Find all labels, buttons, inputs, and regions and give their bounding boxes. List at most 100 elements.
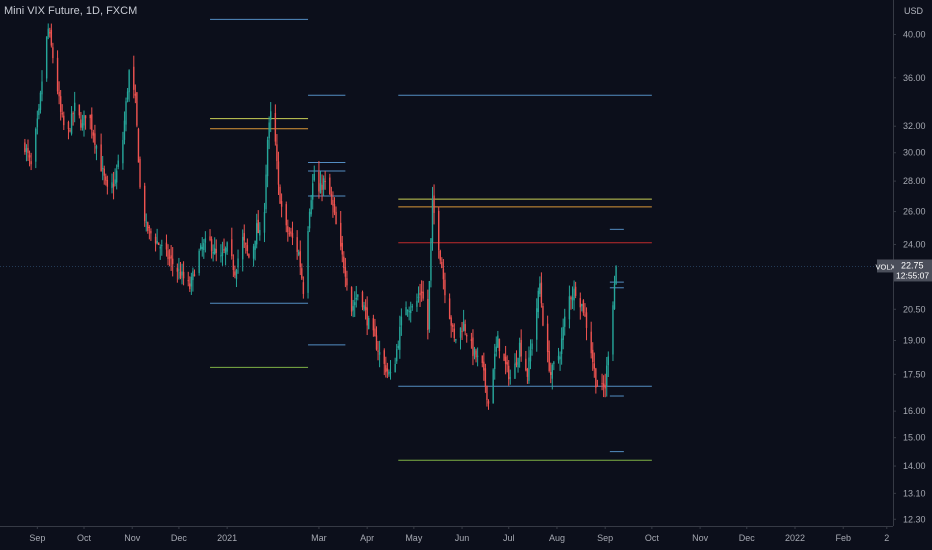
candle-body [484,368,487,387]
candle-body [340,222,342,247]
x-tick-label: Oct [77,533,92,543]
candle-body [372,318,375,331]
candle-body [514,363,516,379]
candle-body [257,219,259,234]
candle [396,343,398,364]
candle [431,186,434,251]
candle [593,352,595,378]
candle-body [145,221,147,223]
candle-body [28,155,31,158]
candle-body [341,242,343,255]
candle-body [243,233,245,241]
candle-body [438,210,440,250]
candle [237,249,239,274]
candle [246,238,249,256]
candle [498,338,501,359]
candle-body [612,305,614,355]
candle [377,341,379,361]
candle-body [148,227,151,229]
candle-body [83,115,85,126]
candle-body [72,113,74,115]
candle [557,347,560,364]
candle [279,184,281,204]
candle [411,303,413,311]
candle [134,84,137,104]
candle [254,240,256,261]
candle [63,111,65,130]
candle-body [470,339,473,341]
candle-body [542,305,544,326]
candle [574,281,577,299]
candle-body [408,310,410,313]
price-tag-value: 22.75 [901,260,924,270]
candle [405,301,407,316]
candle [363,301,365,312]
candle-body [154,236,157,244]
candle-body [560,338,563,355]
candle [433,184,435,225]
candle [268,116,270,150]
candle-body [352,306,354,311]
candle [165,234,168,257]
candle [550,362,552,384]
candle [167,244,169,266]
candle-body [112,183,115,187]
candle-body [30,161,32,165]
candle-body [582,300,585,313]
candle [344,257,347,288]
candle-body [584,314,586,316]
candle [80,111,82,131]
x-tick-label: Dec [171,533,188,543]
candle-body [279,186,281,204]
candle-body [61,112,63,115]
x-tick-label: Sep [597,533,613,543]
candle-body [223,248,225,251]
candle-body [307,231,309,293]
candle-body [215,249,217,254]
candle-body [235,270,238,280]
candle-body [156,240,158,244]
candle-body [529,350,532,362]
candle-body [115,170,118,183]
candle-body [441,261,443,269]
candle-body [596,385,599,387]
candle-body [312,183,314,200]
candle [112,171,115,200]
candle [277,151,280,195]
candle [341,235,343,263]
candle-body [386,368,389,372]
candle-body [95,145,98,149]
candle [509,369,511,385]
candle-body [453,328,455,339]
candle [285,201,287,233]
candle-body [92,132,95,136]
candle-body [495,346,497,352]
candle [319,171,322,194]
candle [357,294,359,301]
candle [117,154,119,170]
candle [213,237,216,255]
candle [515,350,518,368]
candle [568,285,571,329]
candle-body [136,92,138,126]
candle [30,152,32,171]
x-tick-label: Apr [360,533,374,543]
candle-body [439,250,441,261]
candle-body [506,362,508,365]
candle [559,351,561,371]
candle [245,242,247,254]
candle-body [410,310,412,314]
candle [343,251,345,274]
candle [560,327,563,365]
y-tick-label: 24.00 [903,239,926,249]
candle-body [35,128,37,162]
candle [601,373,603,391]
candle [428,280,431,333]
candle [462,309,465,332]
candle-body [450,317,452,326]
y-tick-label: 20.50 [903,304,926,314]
candle [461,322,463,340]
candle [592,342,594,371]
candle-body [259,229,261,236]
